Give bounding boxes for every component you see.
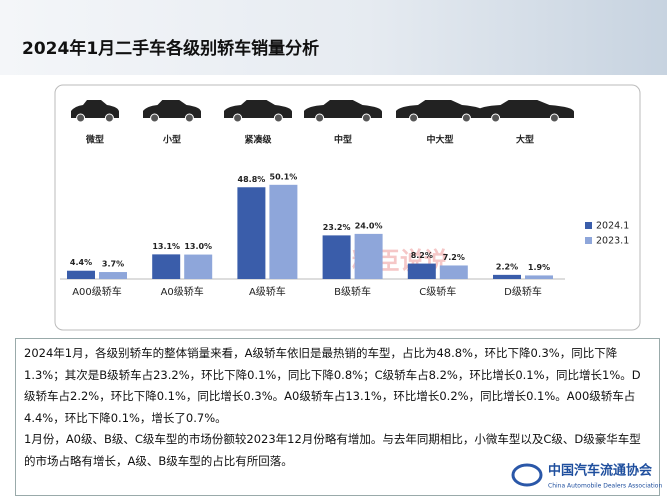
data-label: 1.9% (528, 263, 550, 272)
x-tick-label: A00级轿车 (72, 285, 122, 298)
car-icon (304, 100, 382, 118)
data-label: 50.1% (270, 172, 298, 181)
car-wheel (491, 113, 501, 123)
car-wheel (549, 113, 559, 123)
paragraph: 1月份，A0级、B级、C级车型的市场份额较2023年12月份略有增加。与去年同期… (24, 432, 641, 468)
bar (99, 272, 127, 279)
legend-swatch (585, 237, 592, 244)
bar (67, 270, 95, 279)
car-wheel (104, 113, 114, 123)
data-label: 7.2% (443, 253, 465, 262)
car-wheel (315, 113, 325, 123)
x-tick-label: C级轿车 (419, 285, 456, 298)
data-label: 4.4% (70, 258, 92, 267)
bar (354, 233, 383, 279)
car-wheel (409, 113, 419, 123)
data-label: 24.0% (355, 221, 383, 230)
header-band (0, 0, 667, 75)
bar (407, 263, 436, 279)
data-label: 3.7% (102, 260, 124, 269)
car-wheel (273, 113, 283, 123)
car-type-label: 紧凑级 (244, 134, 272, 146)
x-tick-label: A0级轿车 (161, 285, 204, 298)
car-type-label: 小型 (162, 134, 181, 146)
car-type-label: 中大型 (426, 134, 453, 146)
car-type-label: 微型 (85, 134, 104, 146)
car-wheel (361, 113, 371, 123)
data-label: 48.8% (238, 175, 266, 184)
text-box: 2024年1月，各级别轿车的整体销量来看，A级轿车依旧是最热销的车型，占比为48… (15, 338, 660, 496)
bar (237, 187, 266, 279)
x-tick-label: B级轿车 (334, 285, 371, 298)
bar (493, 274, 521, 279)
data-label: 8.2% (411, 251, 433, 260)
data-label: 2.2% (496, 262, 518, 271)
car-wheel (461, 113, 471, 123)
car-icon (71, 100, 119, 118)
car-wheel (184, 113, 194, 123)
legend-swatch (585, 222, 592, 229)
car-wheel (76, 113, 86, 123)
data-label: 13.1% (152, 242, 180, 251)
car-icon (396, 100, 484, 118)
legend-label: 2024.1 (596, 221, 629, 232)
car-type-label: 大型 (516, 134, 534, 146)
x-tick-label: A级轿车 (249, 285, 286, 298)
car-type-label: 中型 (334, 134, 352, 146)
bar (184, 254, 213, 279)
legend-label: 2023.1 (596, 236, 629, 247)
x-tick-label: D级轿车 (504, 285, 542, 298)
bar (152, 254, 181, 279)
paragraph: 2024年1月，各级别轿车的整体销量来看，A级轿车依旧是最热销的车型，占比为48… (24, 346, 641, 425)
bar (439, 265, 468, 279)
bar (322, 235, 351, 279)
car-icon (143, 100, 201, 118)
title: 2024年1月二手车各级别轿车销量分析 (22, 39, 320, 59)
car-icon (476, 100, 574, 118)
car-wheel (233, 113, 243, 123)
bar (525, 275, 553, 279)
data-label: 23.2% (323, 223, 351, 232)
car-icon (224, 100, 292, 118)
data-label: 13.0% (184, 242, 212, 251)
bar (269, 184, 298, 279)
car-wheel (150, 113, 160, 123)
